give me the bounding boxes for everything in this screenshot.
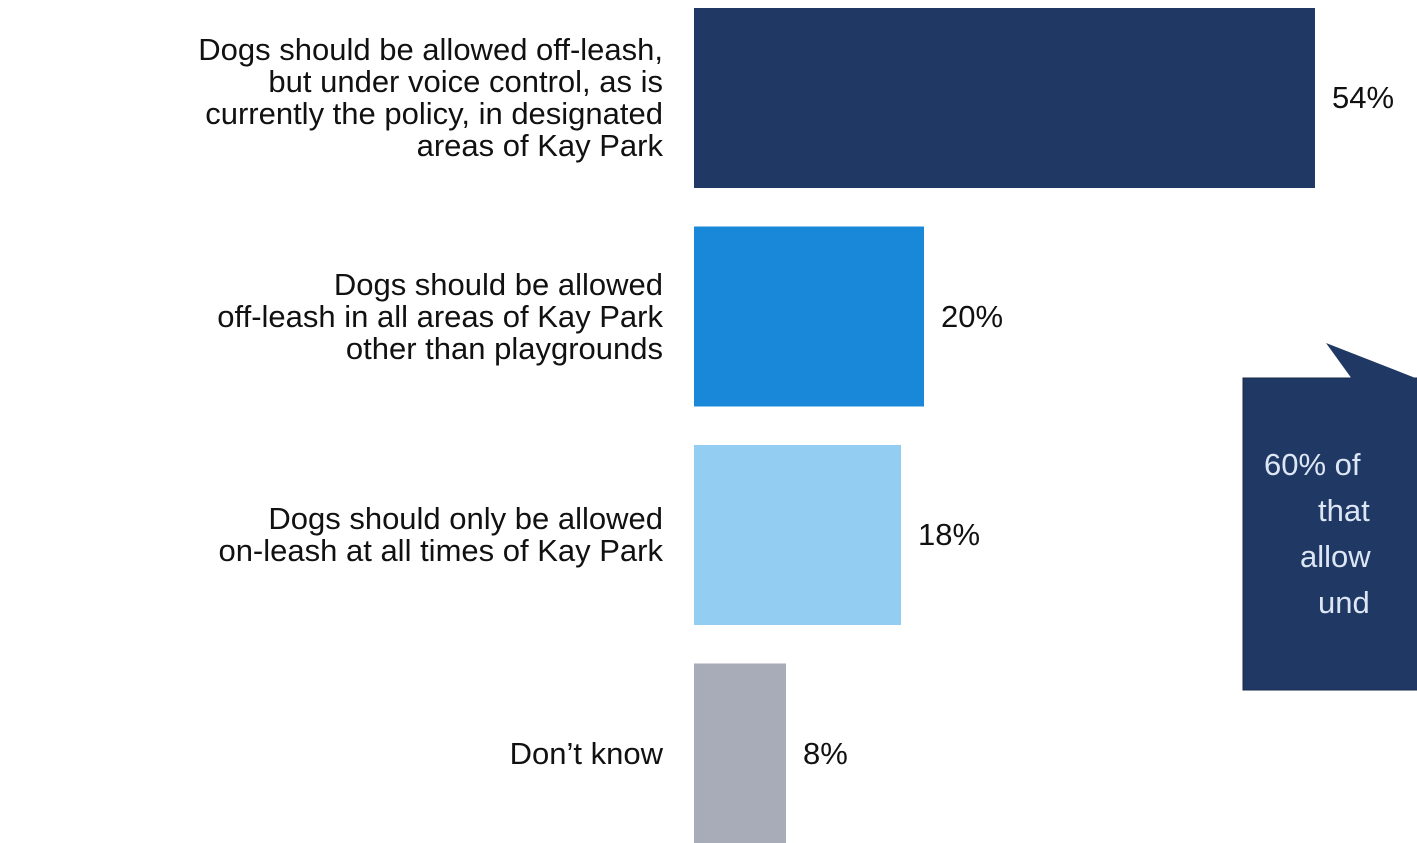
value-label: 18% (918, 517, 981, 552)
bar (694, 8, 1315, 188)
callout-box (1242, 377, 1417, 691)
bar (694, 663, 786, 843)
bar (694, 445, 901, 625)
category-label: Don’t know (509, 735, 663, 771)
callout-text: allow (1300, 539, 1371, 574)
callout-text: that (1318, 493, 1370, 528)
category-label: Dogs should be allowed off-leash, but un… (198, 32, 663, 163)
value-label: 20% (941, 298, 1004, 334)
value-label: 54% (1332, 80, 1395, 115)
category-label: Dogs should only be allowed on-leash at … (218, 501, 663, 568)
value-label: 8% (803, 735, 848, 771)
callout-text: und (1318, 585, 1370, 620)
category-label: Dogs should be allowed off-leash in all … (217, 266, 663, 366)
callout-pointer (1326, 343, 1417, 379)
callout-text: 60% of (1264, 447, 1361, 482)
bar (694, 226, 924, 407)
